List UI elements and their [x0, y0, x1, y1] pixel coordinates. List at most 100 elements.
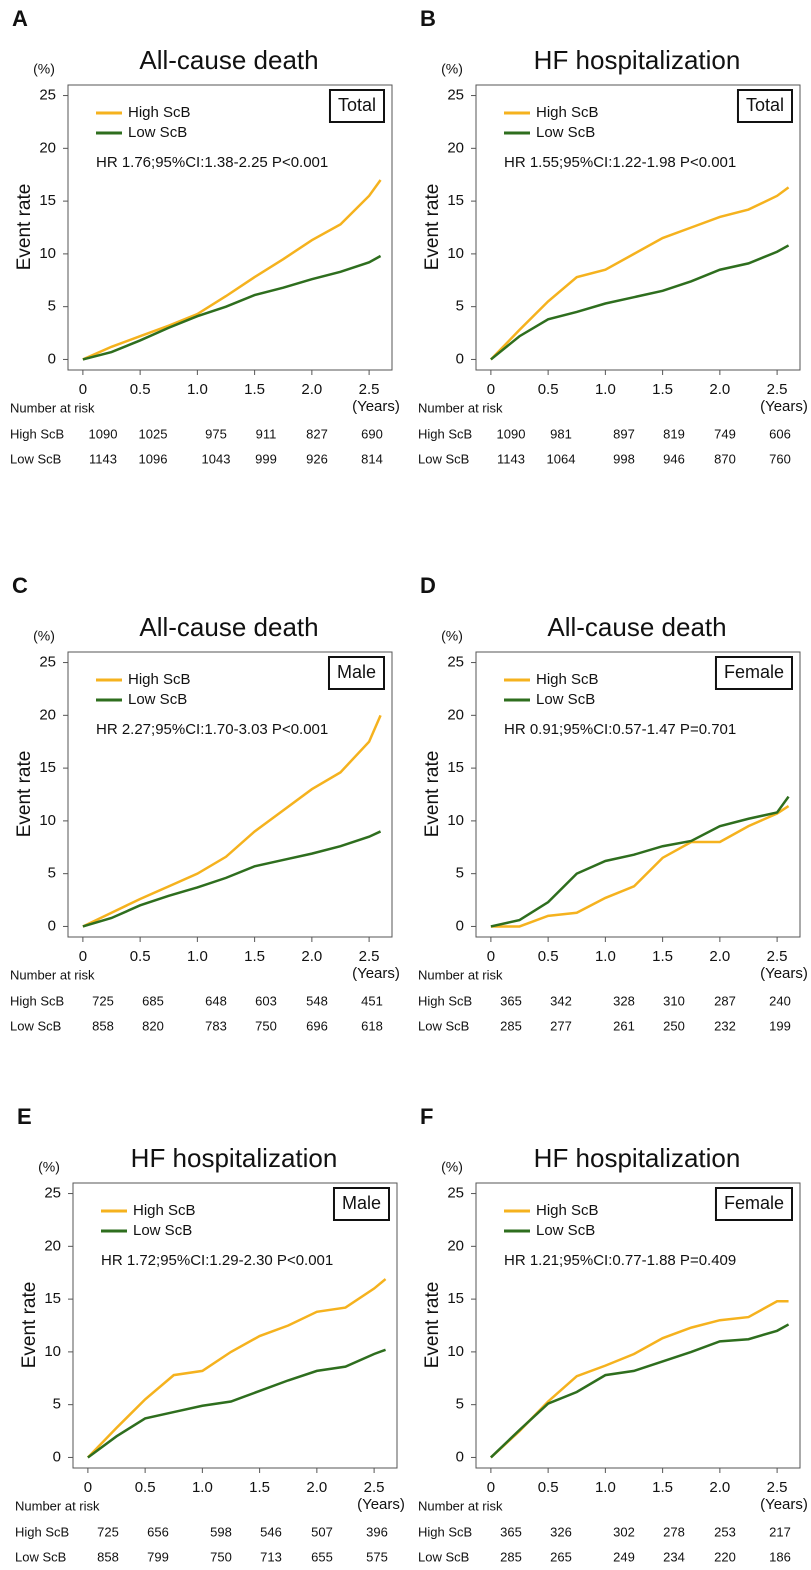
annotation: HR 1.55;95%CI:1.22-1.98 P<0.001 [504, 154, 736, 171]
annotation: HR 0.91;95%CI:0.57-1.47 P=0.701 [504, 721, 736, 738]
annotation: HR 1.76;95%CI:1.38-2.25 P<0.001 [96, 154, 328, 171]
survival-curve [86, 1278, 387, 1459]
risk-value: 1143 [89, 451, 117, 466]
y-tick-label: 15 [39, 759, 56, 776]
risk-value: 783 [205, 1018, 227, 1033]
risk-title: Number at risk [418, 400, 503, 415]
risk-value: 396 [366, 1524, 388, 1539]
y-tick-label: 10 [447, 1343, 464, 1360]
legend-label: Low ScB [536, 691, 595, 708]
risk-value: 696 [306, 1018, 328, 1033]
y-unit: (%) [441, 61, 463, 77]
risk-row-label: High ScB [10, 993, 64, 1008]
y-tick-label: 10 [39, 245, 56, 262]
x-tick-label: 0 [487, 381, 495, 398]
y-tick-label: 20 [447, 139, 464, 156]
legend-label: High ScB [536, 1202, 599, 1219]
box-label-frame [332, 1187, 390, 1221]
legend-label: High ScB [128, 104, 191, 121]
y-tick-label: 10 [447, 245, 464, 262]
y-tick-label: 5 [456, 298, 464, 315]
y-axis-label: Event rate [422, 184, 443, 271]
legend-label: Low ScB [133, 1222, 192, 1239]
x-tick-label: 1.0 [187, 381, 208, 398]
risk-value: 232 [714, 1018, 736, 1033]
risk-value: 287 [714, 993, 736, 1008]
risk-value: 326 [550, 1524, 572, 1539]
x-tick-label: 0.5 [135, 1479, 156, 1496]
risk-value: 655 [311, 1549, 333, 1564]
risk-value: 451 [361, 993, 383, 1008]
survival-curve [87, 1348, 386, 1459]
y-tick-label: 20 [447, 1237, 464, 1254]
risk-value: 598 [210, 1524, 232, 1539]
panel: A All-cause death (%) Event rate 0 5 10 15 20 25 0… [10, 6, 400, 467]
plot-frame [475, 84, 801, 371]
risk-value: 999 [255, 451, 277, 466]
x-tick-label: 1.5 [249, 1479, 270, 1496]
panel-letter: E [17, 1104, 32, 1129]
risk-value: 285 [500, 1018, 522, 1033]
y-unit: (%) [33, 628, 55, 644]
risk-row-label: Low ScB [15, 1549, 66, 1564]
legend-label: High ScB [536, 671, 599, 688]
risk-value: 749 [714, 426, 736, 441]
risk-value: 799 [147, 1549, 169, 1564]
x-tick-label: 1.0 [595, 948, 616, 965]
chart-title: All-cause death [139, 612, 318, 642]
x-tick-label: 2.5 [767, 1479, 788, 1496]
risk-value: 858 [92, 1018, 114, 1033]
risk-value: 603 [255, 993, 277, 1008]
risk-row-label: High ScB [15, 1524, 69, 1539]
risk-value: 981 [550, 426, 572, 441]
y-tick-label: 25 [447, 1185, 464, 1202]
y-tick-label: 0 [456, 917, 464, 934]
y-tick-label: 15 [447, 1290, 464, 1307]
y-axis-label: Event rate [14, 751, 35, 838]
risk-row-label: High ScB [418, 1524, 472, 1539]
y-tick-label: 0 [48, 350, 56, 367]
risk-value: 249 [613, 1549, 635, 1564]
y-unit: (%) [441, 1159, 463, 1175]
survival-curve [490, 805, 790, 928]
box-label-frame [714, 656, 793, 690]
x-unit: (Years) [760, 965, 808, 982]
box-label: Total [338, 95, 376, 115]
y-tick-label: 5 [48, 865, 56, 882]
risk-value: 342 [550, 993, 572, 1008]
y-tick-label: 0 [456, 350, 464, 367]
risk-row-label: Low ScB [418, 451, 469, 466]
risk-row-label: Low ScB [418, 1018, 469, 1033]
risk-value: 186 [769, 1549, 791, 1564]
risk-value: 253 [714, 1524, 736, 1539]
risk-value: 1025 [139, 426, 168, 441]
risk-row-label: High ScB [418, 426, 472, 441]
y-tick-label: 15 [44, 1290, 61, 1307]
survival-curve [489, 186, 790, 361]
survival-curve [490, 244, 790, 361]
survival-curve [82, 830, 382, 928]
x-tick-label: 2.5 [767, 381, 788, 398]
y-axis-label: Event rate [422, 1282, 443, 1369]
x-tick-label: 0 [79, 381, 87, 398]
y-axis-label: Event rate [422, 751, 443, 838]
risk-value: 278 [663, 1524, 685, 1539]
risk-value: 507 [311, 1524, 333, 1539]
risk-value: 926 [306, 451, 328, 466]
risk-value: 750 [210, 1549, 232, 1564]
risk-value: 365 [500, 1524, 522, 1539]
x-tick-label: 2.0 [709, 381, 730, 398]
x-tick-label: 1.0 [595, 1479, 616, 1496]
y-tick-label: 25 [44, 1185, 61, 1202]
risk-value: 819 [663, 426, 685, 441]
panel: C All-cause death (%) Event rate 0 5 10 15 20 25 0… [10, 573, 400, 1034]
box-label: Female [724, 662, 784, 682]
chart-title: All-cause death [139, 45, 318, 75]
y-tick-label: 10 [44, 1343, 61, 1360]
panel: F HF hospitalization (%) Event rate 0 5 10 15 20… [418, 1104, 808, 1565]
y-tick-label: 15 [447, 192, 464, 209]
y-tick-label: 0 [53, 1448, 61, 1465]
risk-title: Number at risk [10, 400, 95, 415]
box-label-frame [328, 89, 385, 123]
risk-value: 328 [613, 993, 635, 1008]
